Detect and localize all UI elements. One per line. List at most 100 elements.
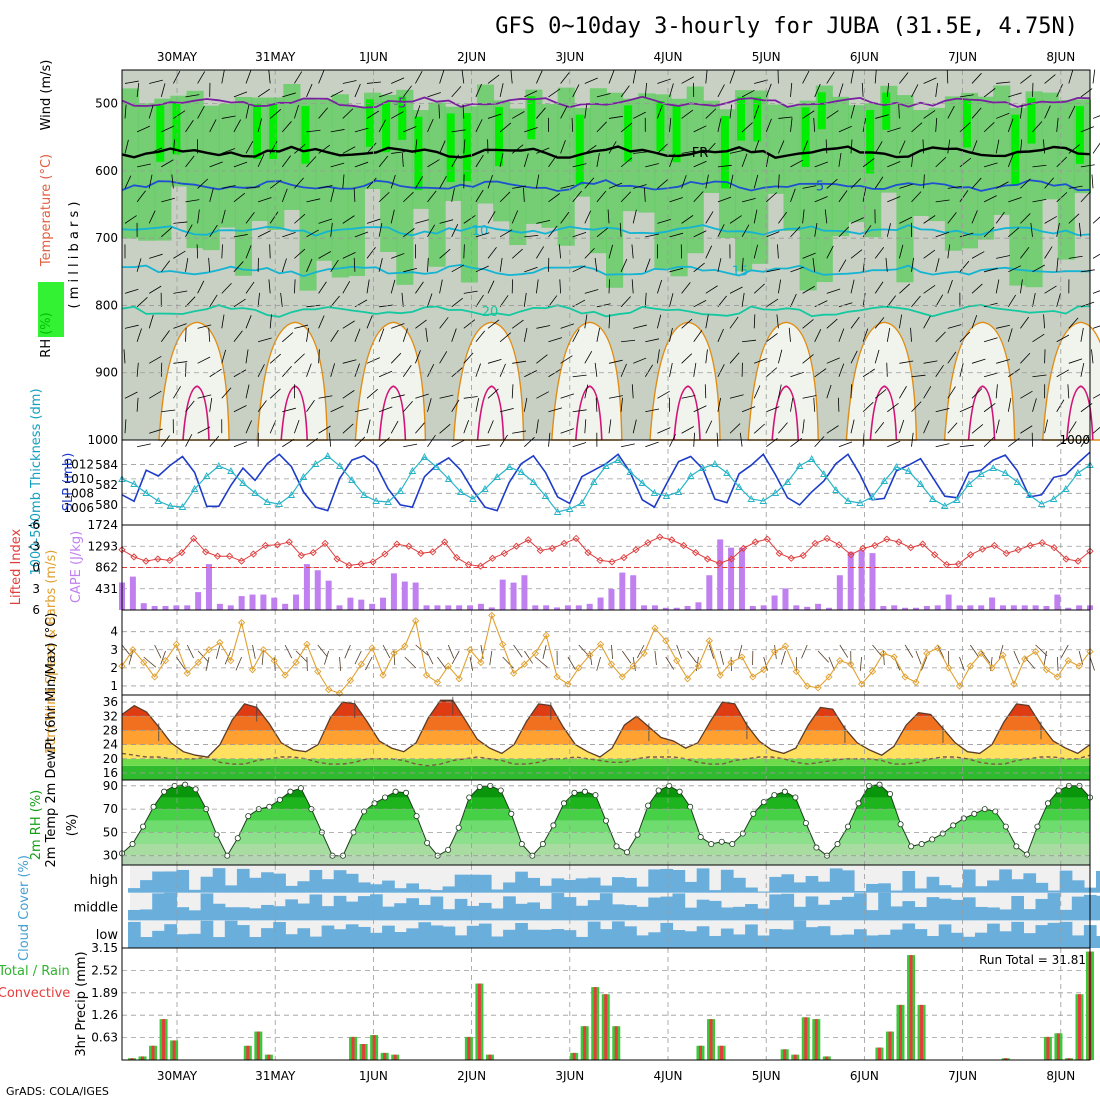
wind-barb: [536, 246, 545, 259]
wind-barb: [379, 304, 394, 308]
li-point: [441, 538, 449, 546]
wind-barb: [306, 83, 313, 98]
wind-barb: [754, 357, 768, 364]
precip-convective-bar: [583, 1026, 587, 1060]
wind-speed-point: [216, 638, 224, 647]
cloud-cell: [249, 877, 262, 893]
li-point: [1002, 549, 1010, 557]
hot-core-contour: [280, 385, 308, 441]
wind-barb: [209, 224, 218, 238]
cape-bar: [956, 605, 963, 610]
wind-barb: [463, 352, 474, 364]
cloud-cell: [236, 907, 250, 921]
wind-barb: [644, 82, 648, 97]
wind-barb: [160, 435, 170, 447]
wind-barb: [850, 217, 864, 224]
wind-barb: [825, 139, 828, 154]
wind-barb: [401, 292, 404, 307]
surface-wind-barb: [937, 644, 945, 659]
rh-saturated-band: [737, 96, 746, 141]
rh-point: [129, 841, 136, 848]
cloud-row-label: middle: [74, 901, 118, 916]
wind-speed-point: [944, 664, 953, 672]
wind-barb: [499, 434, 508, 447]
wind-barb: [911, 257, 914, 272]
wind-barb: [173, 70, 181, 84]
hot-core-contour: [771, 385, 799, 441]
wind-barb: [1007, 294, 1017, 308]
thickness-point: [287, 491, 296, 498]
wind-speed-point: [553, 673, 561, 681]
rh-point: [382, 794, 389, 801]
wind-barb: [596, 190, 607, 203]
wind-barb: [487, 319, 500, 329]
ylabel-convective: Convective: [0, 986, 70, 1001]
hot-core-contour: [476, 385, 505, 441]
rh-point: [455, 824, 462, 831]
temp-band: [122, 702, 1090, 717]
wind-barb: [693, 160, 707, 168]
cloud-cell: [285, 899, 298, 921]
wind-barb: [633, 151, 648, 154]
wind-barb: [439, 317, 449, 329]
wind-barb: [935, 231, 950, 238]
wind-barb: [705, 108, 717, 119]
thickness-point: [130, 480, 138, 487]
cloud-cell: [660, 868, 674, 893]
thickness-point: [311, 460, 320, 467]
wind-speed-point: [1075, 662, 1083, 670]
wind-barb: [826, 288, 841, 294]
rh-point: [140, 823, 147, 830]
wind-barb: [826, 357, 840, 364]
wind-barb: [790, 117, 793, 132]
wind-barb: [620, 122, 633, 133]
surface-wind-barb: [915, 650, 922, 665]
rh-point: [403, 789, 410, 796]
wind-barb: [619, 222, 622, 237]
wind-barb: [1032, 292, 1036, 307]
rh-saturated-band: [253, 104, 262, 160]
surface-wind-barb: [273, 656, 276, 672]
wind-speed-point: [542, 631, 550, 639]
wind-speed-point: [466, 646, 474, 654]
cape-bar: [488, 607, 495, 610]
thickness-point: [614, 456, 622, 463]
wind-barb: [813, 117, 816, 132]
wind-barb: [148, 390, 162, 399]
wind-barb: [1043, 139, 1045, 154]
wind-barb: [935, 331, 946, 343]
wind-barb: [572, 265, 586, 273]
cloud-cell: [648, 869, 661, 893]
wind-barb: [415, 219, 429, 224]
wind-barb: [415, 71, 423, 84]
li-point: [536, 546, 544, 555]
wind-speed-point: [499, 640, 507, 648]
li-point: [763, 535, 771, 543]
wind-barb: [899, 419, 905, 434]
surface-wind-barb: [1043, 650, 1047, 665]
wind-barb: [1092, 115, 1100, 119]
li-point: [907, 544, 915, 552]
surface-wind-barb: [535, 656, 548, 668]
rh-saturated-band: [1027, 98, 1036, 144]
wind-speed-point: [368, 644, 376, 652]
day-tick-label-top: 7JUN: [948, 50, 977, 64]
temp-tick-label: 16: [103, 766, 118, 780]
wind-barb: [185, 199, 200, 203]
wind-barb: [814, 329, 822, 342]
wind-barb: [1080, 191, 1091, 203]
wind-barb: [717, 328, 724, 342]
wind-barb: [425, 327, 428, 342]
wind-speed-point: [607, 660, 616, 668]
rh-moist-band: [186, 90, 204, 249]
wind-speed-point: [444, 662, 452, 670]
wind-barb: [608, 244, 614, 259]
contour-label: 15: [732, 264, 749, 279]
wind-barb: [788, 327, 791, 342]
thickness-point: [602, 462, 610, 469]
cape-bar: [575, 605, 582, 610]
wind-barb: [620, 191, 632, 203]
precip-convective-bar: [141, 1056, 145, 1060]
thickness-point: [832, 486, 840, 493]
cape-bar: [641, 605, 648, 610]
